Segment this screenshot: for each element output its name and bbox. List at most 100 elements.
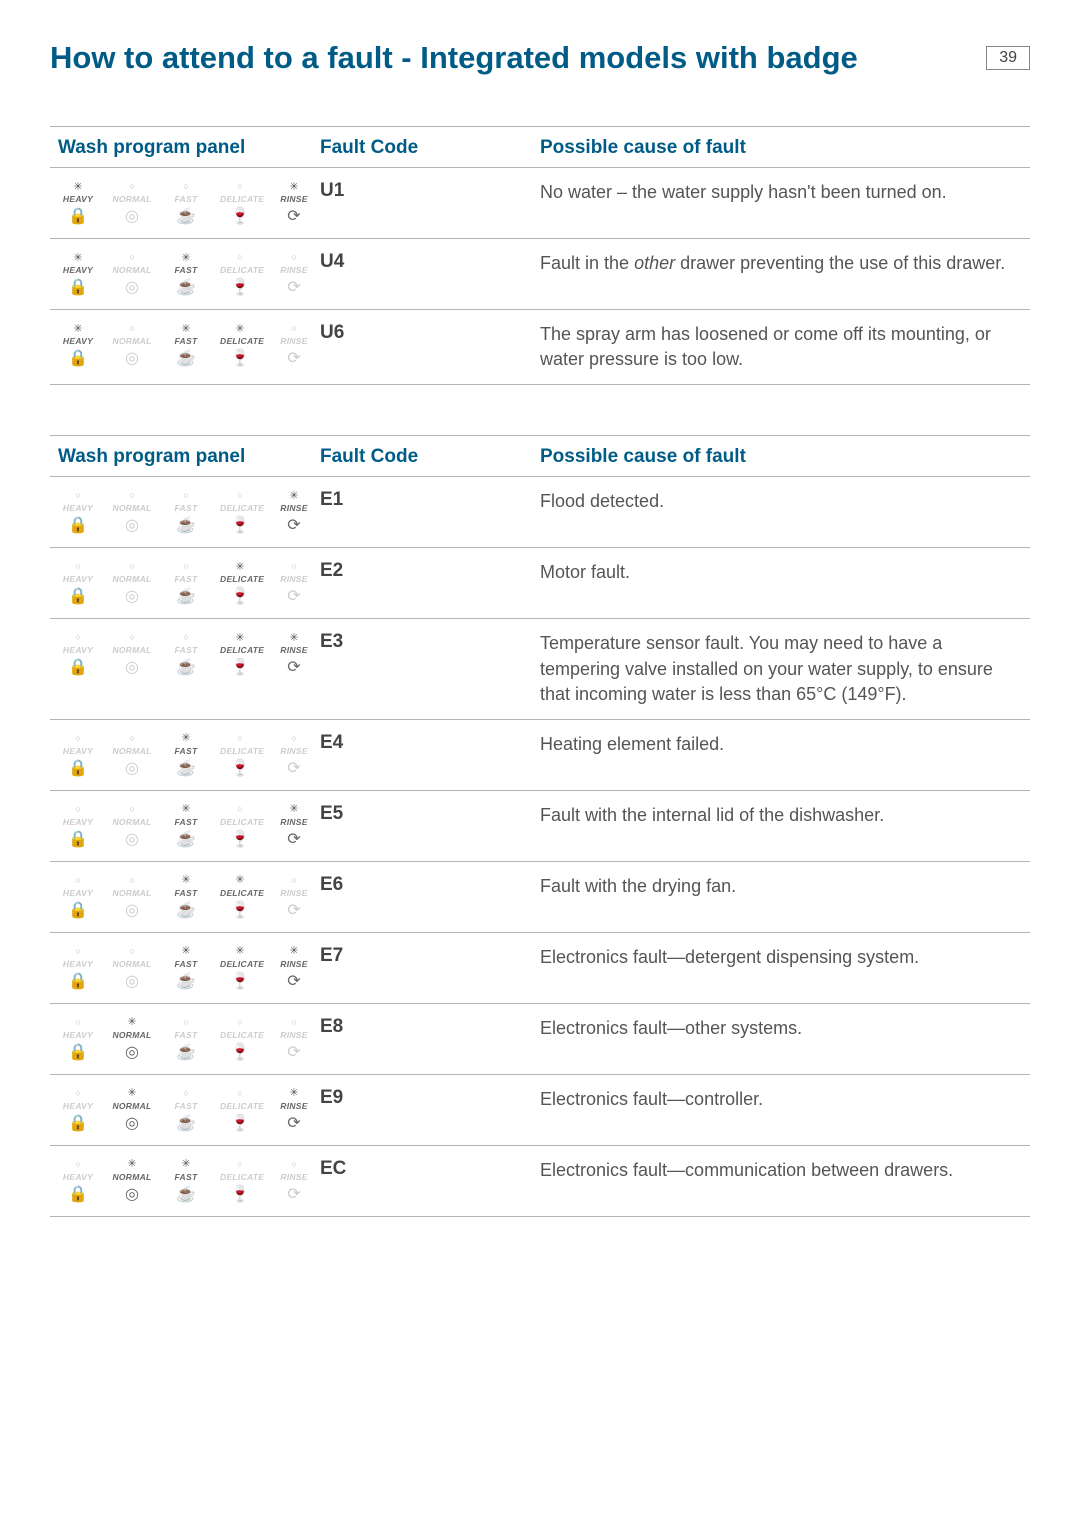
panel-label: NORMAL xyxy=(112,1101,152,1111)
panel-icon: 🍷 xyxy=(220,1042,260,1062)
panel-label: HEAVY xyxy=(58,746,98,756)
fault-code: E5 xyxy=(320,790,540,861)
panel-icon: ☕ xyxy=(166,657,206,677)
wash-program-panel: HEAVYNORMALFASTDELICATERINSE🔒◎☕🍷⟳ xyxy=(58,560,320,606)
panel-icon: ☕ xyxy=(166,829,206,849)
panel-led xyxy=(220,1016,260,1028)
panel-icon: 🔒 xyxy=(58,1184,98,1204)
panel-led xyxy=(166,180,206,192)
panel-label: FAST xyxy=(166,503,206,513)
panel-icon: 🍷 xyxy=(220,586,260,606)
panel-led xyxy=(166,322,206,334)
panel-icon: 🔒 xyxy=(58,1042,98,1062)
panel-led xyxy=(220,489,260,501)
fault-cause: Electronics fault—other systems. xyxy=(540,1003,1030,1074)
panel-label: DELICATE xyxy=(220,1030,260,1040)
panel-led xyxy=(58,945,98,957)
fault-cause: Electronics fault—detergent dispensing s… xyxy=(540,932,1030,1003)
panel-label: HEAVY xyxy=(58,1172,98,1182)
panel-led xyxy=(274,251,314,263)
panel-icon: ☕ xyxy=(166,1113,206,1133)
panel-label: DELICATE xyxy=(220,817,260,827)
fault-cause: Heating element failed. xyxy=(540,719,1030,790)
panel-label: HEAVY xyxy=(58,194,98,204)
panel-icon: 🍷 xyxy=(220,657,260,677)
panel-led xyxy=(166,732,206,744)
panel-label: RINSE xyxy=(274,265,314,275)
panel-label: HEAVY xyxy=(58,503,98,513)
fault-code: E2 xyxy=(320,548,540,619)
table-row: HEAVYNORMALFASTDELICATERINSE🔒◎☕🍷⟳E8Elect… xyxy=(50,1003,1030,1074)
panel-led xyxy=(274,1158,314,1170)
panel-led xyxy=(58,631,98,643)
page-title: How to attend to a fault - Integrated mo… xyxy=(50,40,858,76)
panel-label: NORMAL xyxy=(112,1172,152,1182)
panel-label: FAST xyxy=(166,888,206,898)
panel-icon: ⟳ xyxy=(274,206,314,226)
table-row: HEAVYNORMALFASTDELICATERINSE🔒◎☕🍷⟳E5Fault… xyxy=(50,790,1030,861)
panel-led xyxy=(58,874,98,886)
panel-icon: ◎ xyxy=(112,758,152,778)
panel-label: DELICATE xyxy=(220,194,260,204)
panel-cell: HEAVYNORMALFASTDELICATERINSE🔒◎☕🍷⟳ xyxy=(50,619,320,720)
panel-label: RINSE xyxy=(274,574,314,584)
panel-icon: ☕ xyxy=(166,758,206,778)
panel-led xyxy=(112,945,152,957)
fault-code: E4 xyxy=(320,719,540,790)
panel-led xyxy=(220,251,260,263)
panel-led xyxy=(58,251,98,263)
panel-label: FAST xyxy=(166,194,206,204)
page-number-badge: 39 xyxy=(986,46,1030,70)
panel-icon: ⟳ xyxy=(274,348,314,368)
panel-led xyxy=(112,1158,152,1170)
panel-icon: 🍷 xyxy=(220,515,260,535)
panel-icon: ☕ xyxy=(166,348,206,368)
fault-code: E8 xyxy=(320,1003,540,1074)
panel-label: NORMAL xyxy=(112,888,152,898)
column-header: Possible cause of fault xyxy=(540,127,1030,168)
wash-program-panel: HEAVYNORMALFASTDELICATERINSE🔒◎☕🍷⟳ xyxy=(58,945,320,991)
panel-led xyxy=(274,874,314,886)
panel-label: NORMAL xyxy=(112,1030,152,1040)
panel-led xyxy=(274,180,314,192)
column-header: Possible cause of fault xyxy=(540,436,1030,477)
panel-led xyxy=(112,631,152,643)
fault-cause: No water – the water supply hasn't been … xyxy=(540,168,1030,239)
table-row: HEAVYNORMALFASTDELICATERINSE🔒◎☕🍷⟳ECElect… xyxy=(50,1145,1030,1216)
panel-label: HEAVY xyxy=(58,574,98,584)
panel-label: RINSE xyxy=(274,746,314,756)
panel-label: HEAVY xyxy=(58,1101,98,1111)
panel-label: NORMAL xyxy=(112,194,152,204)
panel-label: NORMAL xyxy=(112,959,152,969)
panel-label: DELICATE xyxy=(220,959,260,969)
wash-program-panel: HEAVYNORMALFASTDELICATERINSE🔒◎☕🍷⟳ xyxy=(58,1016,320,1062)
panel-led xyxy=(274,631,314,643)
panel-cell: HEAVYNORMALFASTDELICATERINSE🔒◎☕🍷⟳ xyxy=(50,932,320,1003)
panel-label: RINSE xyxy=(274,1101,314,1111)
panel-label: FAST xyxy=(166,817,206,827)
fault-cause: Fault with the internal lid of the dishw… xyxy=(540,790,1030,861)
panel-icon: ⟳ xyxy=(274,1042,314,1062)
panel-icon: ◎ xyxy=(112,277,152,297)
panel-led xyxy=(112,1087,152,1099)
panel-label: FAST xyxy=(166,746,206,756)
panel-icon: ◎ xyxy=(112,586,152,606)
panel-led xyxy=(166,489,206,501)
panel-label: RINSE xyxy=(274,1172,314,1182)
panel-label: NORMAL xyxy=(112,645,152,655)
panel-led xyxy=(274,489,314,501)
panel-label: FAST xyxy=(166,265,206,275)
panel-label: NORMAL xyxy=(112,503,152,513)
column-header: Wash program panel xyxy=(50,127,320,168)
panel-icon: ☕ xyxy=(166,277,206,297)
panel-icon: 🍷 xyxy=(220,348,260,368)
column-header: Wash program panel xyxy=(50,436,320,477)
panel-icon: 🍷 xyxy=(220,829,260,849)
panel-icon: ◎ xyxy=(112,348,152,368)
panel-cell: HEAVYNORMALFASTDELICATERINSE🔒◎☕🍷⟳ xyxy=(50,168,320,239)
panel-icon: 🍷 xyxy=(220,1113,260,1133)
panel-icon: ◎ xyxy=(112,1042,152,1062)
panel-label: FAST xyxy=(166,1030,206,1040)
panel-icon: ☕ xyxy=(166,1042,206,1062)
panel-led xyxy=(166,874,206,886)
